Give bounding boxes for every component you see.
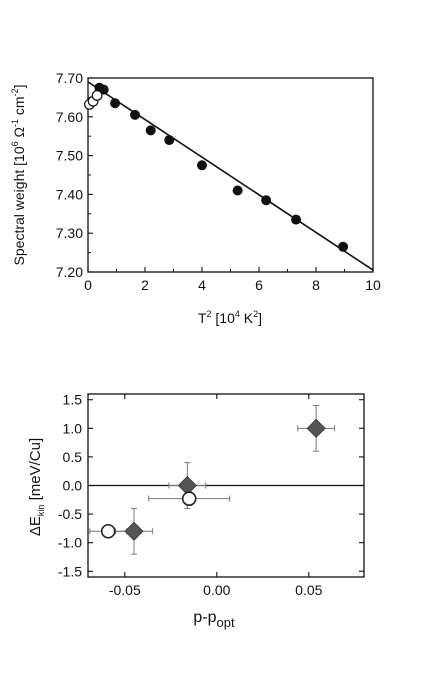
chart1-y-axis-label: Spectral weight [106 Ω-1 cm-2] xyxy=(10,85,27,266)
chart2-x-axis-label: p-popt xyxy=(193,609,235,630)
chart2-y-tick-label: -1.5 xyxy=(58,563,82,579)
chart2-y-axis-label: ΔEkin [meV/Cu] xyxy=(27,438,46,536)
chart-spectral-weight: 0 2 4 6 8 10 7.20 7.30 7.40 7.50 7.60 7.70 T2 [104 … xyxy=(10,70,381,326)
chart2-open-point xyxy=(181,491,197,506)
chart2-x-tick-label: 0.05 xyxy=(295,582,322,598)
chart1-y-tick-label: 7.50 xyxy=(56,148,83,164)
chart1-x-tick-label: 8 xyxy=(312,277,320,293)
chart1-filled-point xyxy=(145,125,156,136)
chart1-filled-point xyxy=(291,214,302,225)
chart2-y-tick-label: 1.5 xyxy=(63,392,83,408)
chart2-y-tick-label: 1.0 xyxy=(63,420,83,436)
chart1-filled-point xyxy=(130,109,141,120)
chart1-y-tick-label: 7.70 xyxy=(56,70,83,86)
chart2-diamond-point xyxy=(306,418,326,438)
chart1-open-point xyxy=(91,90,103,101)
chart1-y-tick-label: 7.60 xyxy=(56,109,83,125)
chart2-x-tick-label: 0.00 xyxy=(203,582,230,598)
chart1-y-tick-label: 7.40 xyxy=(56,186,83,202)
chart1-x-axis-label: T2 [104 K2] xyxy=(198,309,262,326)
chart2-y-tick-label: 0.5 xyxy=(63,449,83,465)
chart1-fit-line xyxy=(87,81,374,271)
chart1-y-tick-label: 7.30 xyxy=(56,225,83,241)
chart1-plot-frame xyxy=(87,77,374,273)
chart2-y-tick-label: -1.0 xyxy=(58,535,82,551)
chart1-filled-point xyxy=(197,160,207,171)
chart2-diamond-point xyxy=(124,521,144,541)
chart2-open-point xyxy=(100,523,116,539)
chart-kinetic-energy: -0.05 0.00 0.05 1.5 1.0 0.5 0.0 -0.5 -1.0 -1.5 p-… xyxy=(27,392,365,630)
chart1-filled-point xyxy=(261,195,272,206)
chart1-y-tick-label: 7.20 xyxy=(56,264,83,280)
chart2-y-tick-label: -0.5 xyxy=(58,506,82,522)
chart1-filled-point xyxy=(164,135,175,146)
chart1-filled-point xyxy=(110,98,121,109)
chart1-filled-point xyxy=(338,241,349,252)
chart2-x-tick-label: -0.05 xyxy=(109,582,141,598)
chart1-x-tick-label: 2 xyxy=(141,277,149,293)
chart1-x-tick-label: 10 xyxy=(365,277,381,293)
chart1-filled-point xyxy=(232,185,243,196)
chart1-x-tick-label: 0 xyxy=(84,277,92,293)
chart2-y-tick-label: 0.0 xyxy=(63,478,83,494)
chart1-x-tick-label: 6 xyxy=(255,277,263,293)
chart1-x-tick-label: 4 xyxy=(198,277,206,293)
